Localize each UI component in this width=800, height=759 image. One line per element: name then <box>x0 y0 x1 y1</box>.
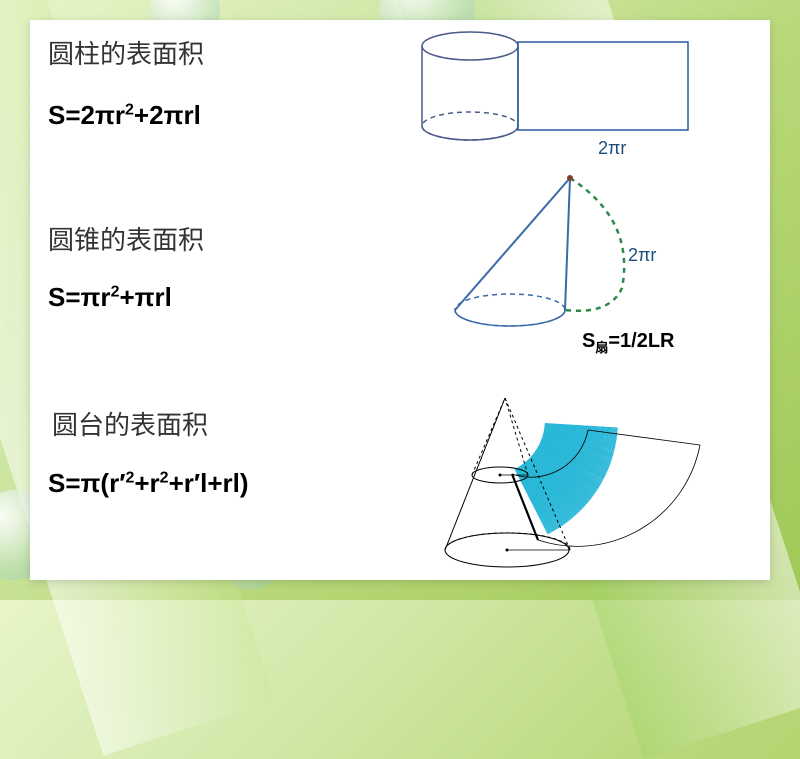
cylinder-diagram <box>410 20 720 160</box>
cone-formula: S=πr2+πrl <box>48 282 172 313</box>
frustum-formula: S=π(r′2+r2+r′l+rl) <box>48 468 249 499</box>
frustum-title: 圆台的表面积 <box>52 405 208 442</box>
cylinder-annotation: 2πr <box>598 138 626 159</box>
cone-annotation: 2πr <box>628 245 656 266</box>
cone-diagram <box>440 160 700 340</box>
sector-formula: S扇=1/2LR <box>582 330 675 356</box>
cone-title: 圆锥的表面积 <box>48 220 204 257</box>
content-panel: 圆柱的表面积 S=2πr2+2πrl 2πr 圆锥的表面积 S=πr2+πrl … <box>30 20 770 580</box>
cylinder-formula: S=2πr2+2πrl <box>48 100 201 131</box>
cylinder-title: 圆柱的表面积 <box>48 34 204 71</box>
frustum-diagram <box>410 360 740 580</box>
